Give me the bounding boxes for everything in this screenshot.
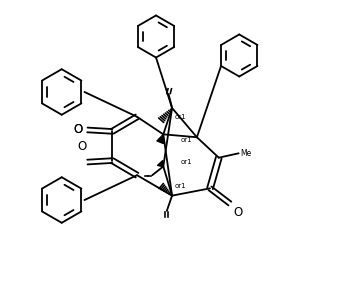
Text: O: O [73,124,82,136]
Text: or1: or1 [175,114,187,120]
Text: or1: or1 [175,183,187,189]
Text: Me: Me [240,149,251,158]
Text: or1: or1 [181,159,193,165]
Text: O: O [73,124,82,136]
Text: O: O [77,140,86,152]
Text: O: O [233,206,243,219]
Text: or1: or1 [181,137,193,143]
